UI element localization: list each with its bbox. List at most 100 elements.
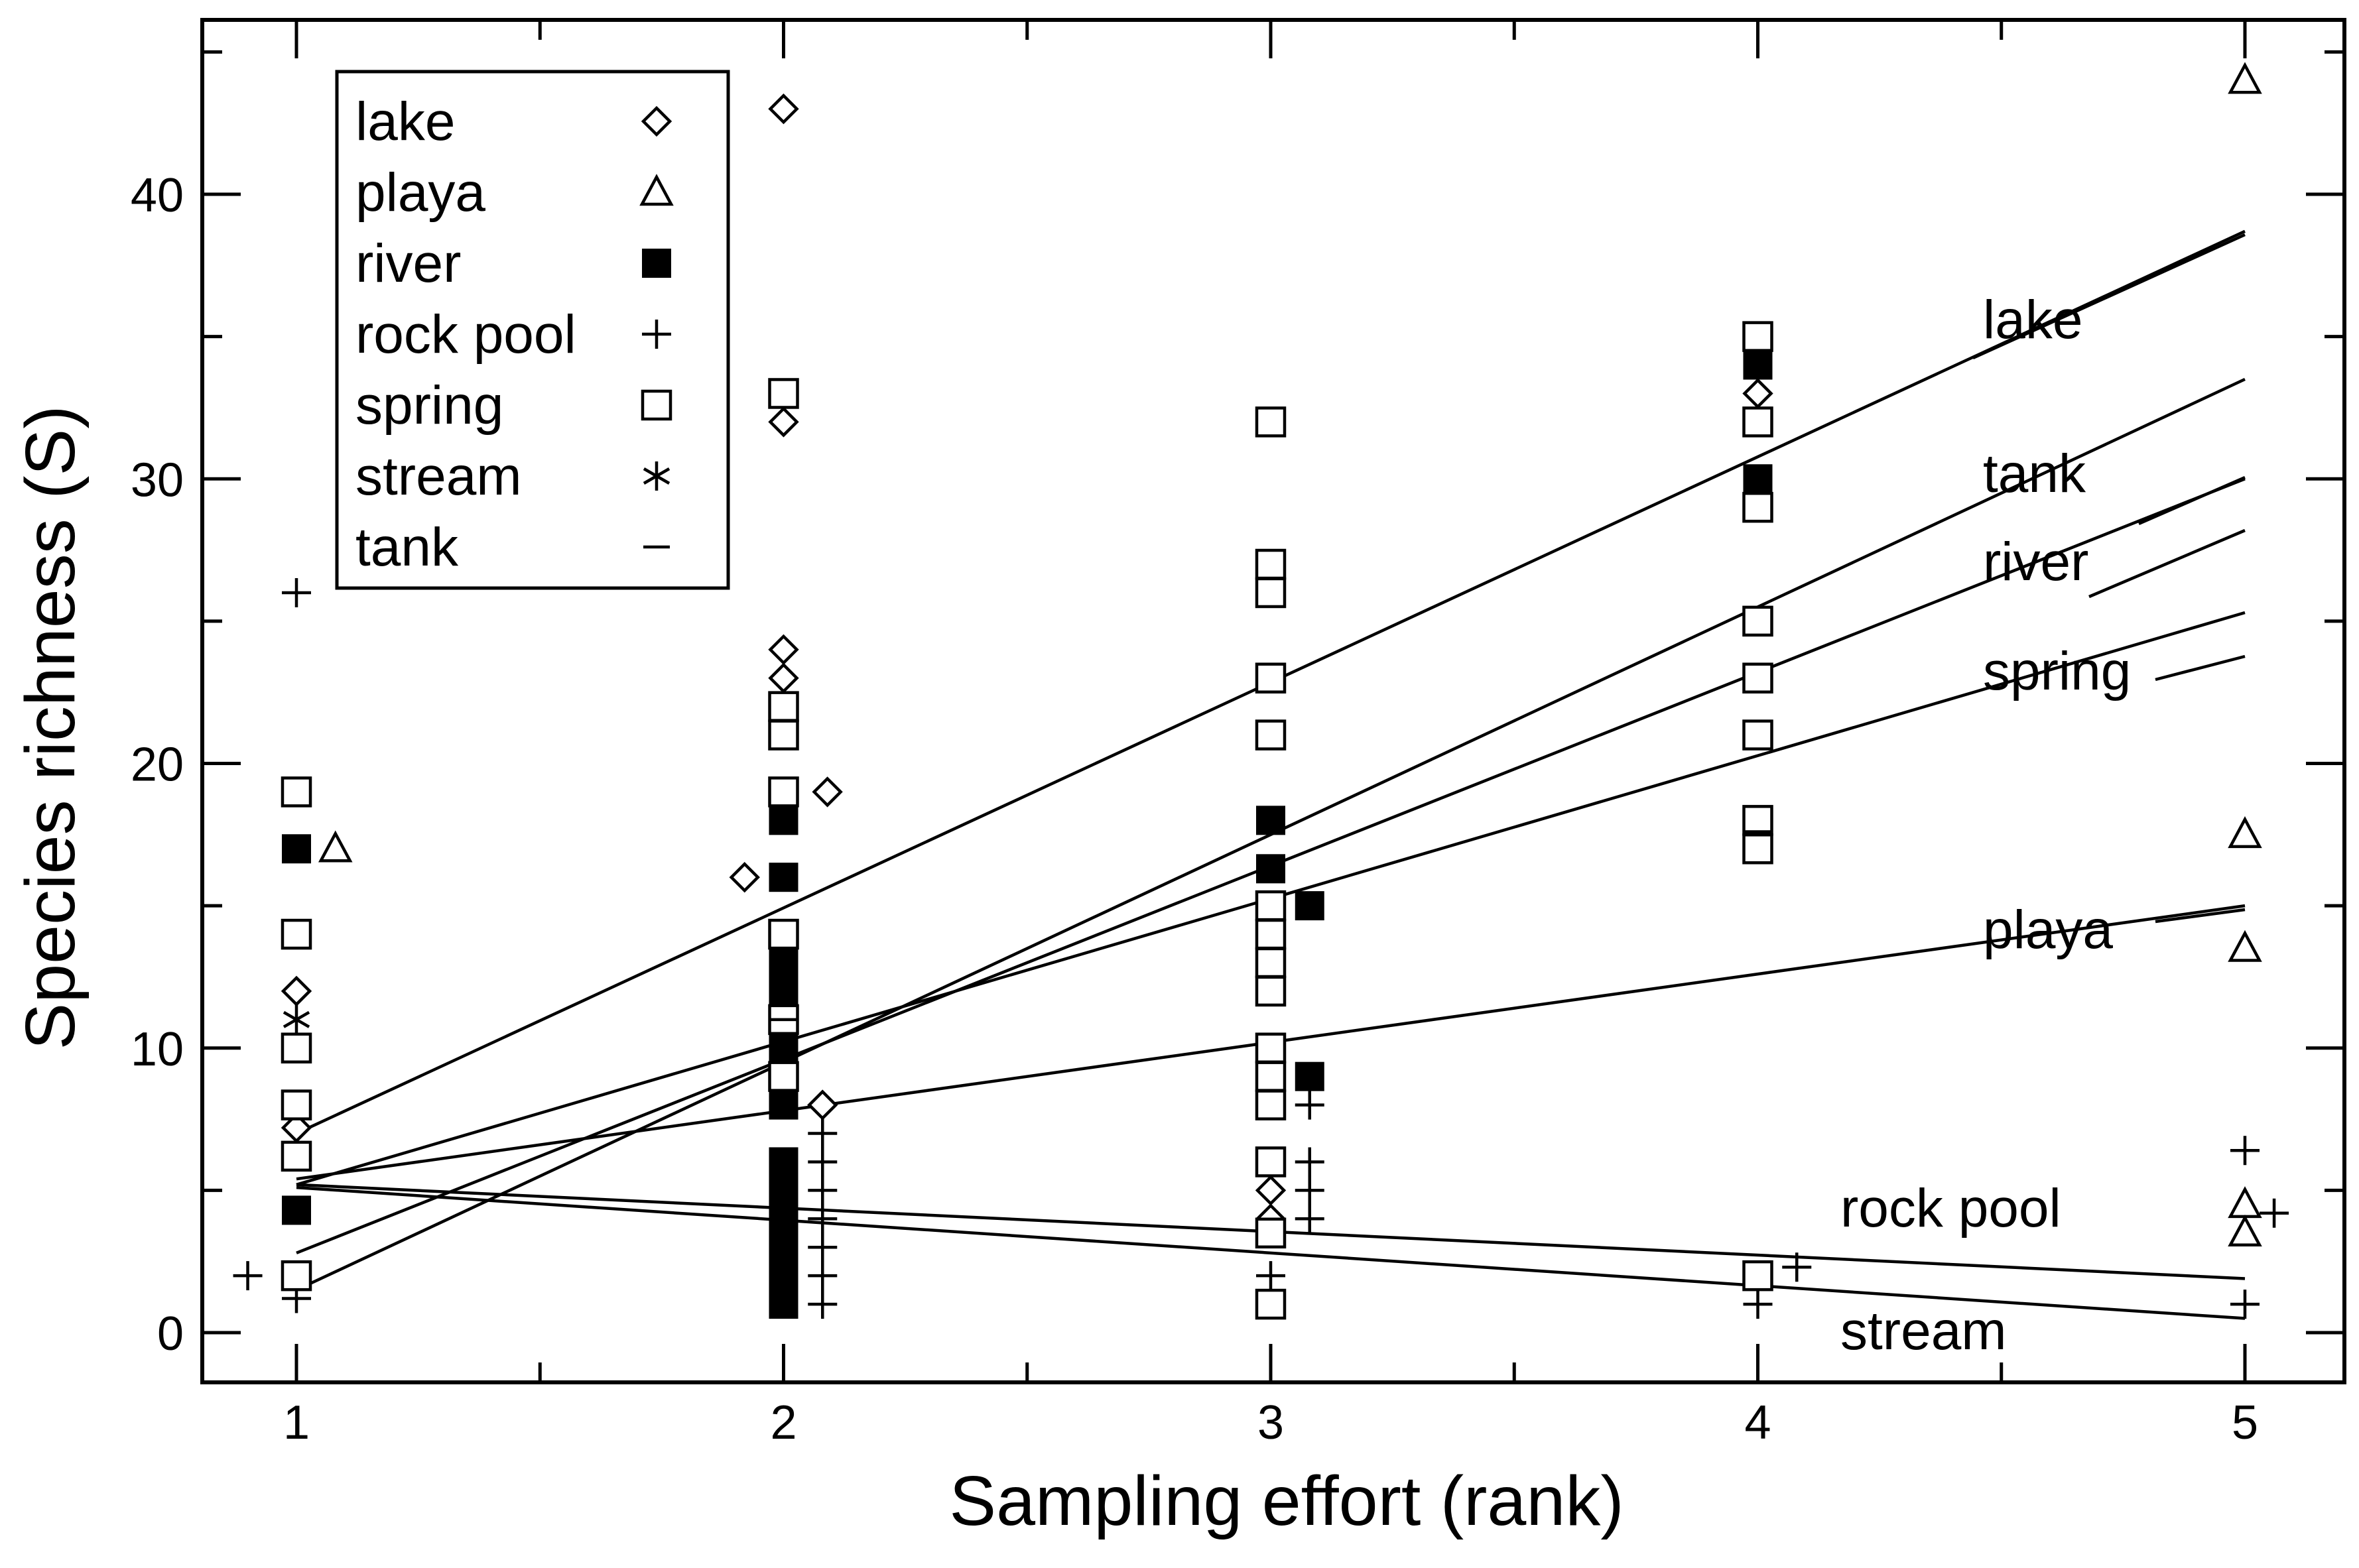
point-spring [1255, 975, 1287, 1007]
legend-marker [642, 249, 671, 278]
point-rock-pool [282, 577, 311, 607]
point-river [769, 976, 798, 1006]
x-tick-label: 5 [2232, 1396, 2258, 1449]
point-rock-pool [808, 1176, 838, 1205]
legend-marker [642, 320, 671, 349]
point-river [1743, 464, 1773, 494]
point-lake [807, 1089, 838, 1120]
legend-item-tank: tank [355, 517, 670, 577]
point-river [769, 806, 798, 835]
point-spring [1255, 1217, 1287, 1249]
legend-label: tank [355, 517, 459, 577]
x-tick-label: 1 [283, 1396, 310, 1449]
point-spring [281, 1260, 312, 1292]
label-leader-lake [1972, 233, 2246, 360]
line-label-river: river [1983, 532, 2088, 592]
point-spring [1742, 321, 1773, 352]
point-river [769, 1261, 798, 1291]
x-tick-label: 4 [1744, 1396, 1771, 1449]
point-spring [768, 378, 799, 409]
point-rock-pool [1295, 1204, 1324, 1234]
fit-line-stream [296, 1185, 2246, 1320]
point-spring [1742, 406, 1773, 438]
legend-item-stream: stream [355, 446, 670, 507]
point-stream [283, 1004, 310, 1034]
point-spring [281, 776, 312, 808]
point-rock-pool [1295, 1176, 1324, 1205]
legend-item-playa: playa [355, 162, 674, 223]
data-points [233, 62, 2289, 1320]
point-spring [281, 1032, 312, 1063]
point-rock-pool [808, 1290, 838, 1319]
point-rock-pool [1743, 1290, 1773, 1319]
legend-label: stream [355, 446, 522, 507]
point-rock-pool [233, 1261, 263, 1291]
point-spring [1255, 1146, 1287, 1177]
y-tick-label: 20 [131, 739, 184, 792]
legend-marker [643, 461, 670, 491]
point-river [1256, 806, 1285, 835]
point-spring [281, 1089, 312, 1120]
label-leader-river [2088, 528, 2246, 599]
plot-frame [200, 18, 2346, 1384]
point-playa [2228, 930, 2262, 962]
legend-label: rock pool [355, 304, 576, 365]
point-rock-pool [1295, 1090, 1324, 1120]
legend-label: spring [355, 375, 503, 436]
point-spring [768, 776, 799, 808]
legend-marker [641, 105, 672, 137]
point-rock-pool [2230, 1290, 2260, 1319]
point-spring [281, 918, 312, 950]
legend-item-lake: lake [355, 91, 672, 152]
point-spring [1742, 1260, 1773, 1292]
point-lake [281, 975, 312, 1007]
point-spring [768, 918, 799, 950]
tick-labels: 1 2 3 4 5 0 10 20 30 40 [131, 169, 2258, 1449]
point-river [1256, 854, 1285, 884]
line-label-playa: playa [1983, 900, 2113, 960]
point-rock-pool [808, 1118, 838, 1148]
label-leader-playa [2155, 908, 2246, 924]
label-leader-tank [2138, 475, 2246, 526]
point-river [769, 863, 798, 892]
point-spring [1255, 719, 1287, 751]
point-playa [2228, 1215, 2262, 1247]
line-label-stream: stream [1840, 1301, 2007, 1361]
point-river [1743, 350, 1773, 380]
point-spring [1255, 662, 1287, 694]
point-river [769, 1204, 798, 1234]
point-river [769, 1090, 798, 1120]
legend-item-river: river [355, 233, 671, 294]
point-spring [768, 1061, 799, 1092]
point-rock-pool [2230, 1136, 2260, 1166]
legend-marker [641, 389, 672, 421]
line-label-spring: spring [1983, 641, 2131, 701]
point-lake [768, 406, 799, 438]
point-river [769, 1033, 798, 1063]
line-label-lake: lake [1983, 290, 2082, 350]
point-river [282, 834, 311, 864]
point-rock-pool [808, 1233, 838, 1262]
point-spring [1742, 805, 1773, 836]
point-spring [1255, 918, 1287, 950]
legend-label: lake [355, 91, 455, 152]
point-lake [812, 776, 843, 808]
line-label-tank: tank [1983, 444, 2086, 504]
point-rock-pool [1295, 1147, 1324, 1177]
x-tick-label: 3 [1257, 1396, 1284, 1449]
regression-line-labels: lake tank river spring playa rock pool stream [1840, 233, 2246, 1361]
point-rock-pool [808, 1204, 838, 1234]
point-spring [281, 1140, 312, 1172]
point-spring [1255, 890, 1287, 922]
point-river [282, 1195, 311, 1225]
y-tick-label: 0 [157, 1307, 184, 1360]
point-spring [1255, 406, 1287, 438]
point-river [769, 1147, 798, 1177]
legend-box [335, 70, 730, 590]
point-rock-pool [808, 1147, 838, 1177]
point-spring [1255, 947, 1287, 979]
point-river [769, 1176, 798, 1205]
point-lake [729, 862, 760, 893]
point-rock-pool [808, 1261, 838, 1291]
